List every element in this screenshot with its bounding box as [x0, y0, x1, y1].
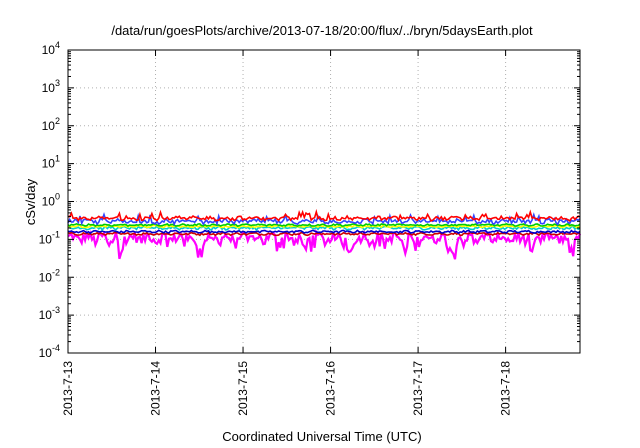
x-tick-label: 2013-7-14 — [149, 361, 163, 416]
grid — [68, 50, 580, 353]
y-axis-label: cSv/day — [23, 178, 38, 225]
series-line — [67, 224, 581, 232]
x-tick-label: 2013-7-15 — [236, 361, 250, 416]
series-line — [67, 229, 581, 235]
series-line — [67, 208, 581, 223]
y-tick-label: 100 — [42, 192, 60, 209]
y-tick-label: 10-4 — [39, 343, 60, 360]
series-layer — [67, 208, 582, 260]
series-line — [67, 231, 581, 237]
y-tick-label: 103 — [42, 78, 60, 95]
y-tick-label: 102 — [42, 116, 60, 133]
x-tick-label: 2013-7-18 — [499, 361, 513, 416]
chart-title: /data/run/goesPlots/archive/2013-07-18/2… — [111, 23, 533, 38]
y-tick-label: 10-2 — [39, 267, 60, 284]
y-tick-label: 101 — [42, 154, 60, 171]
y-tick-label: 10-3 — [39, 305, 60, 322]
series-line — [67, 212, 581, 227]
x-tick-label: 2013-7-17 — [411, 361, 425, 416]
x-tick-label: 2013-7-16 — [324, 361, 338, 416]
y-tick-label: 10-1 — [39, 229, 60, 246]
y-tick-label: 104 — [42, 40, 60, 57]
x-tick-label: 2013-7-13 — [61, 361, 75, 416]
x-axis: 2013-7-13 2013-7-14 2013-7-15 2013-7-16 2013… — [61, 50, 513, 416]
series-line — [67, 222, 581, 228]
series-line — [67, 228, 582, 260]
x-axis-label: Coordinated Universal Time (UTC) — [222, 429, 421, 444]
y-axis: 10-4 10-3 10-2 10-1 100 101 102 103 104 — [39, 40, 580, 360]
